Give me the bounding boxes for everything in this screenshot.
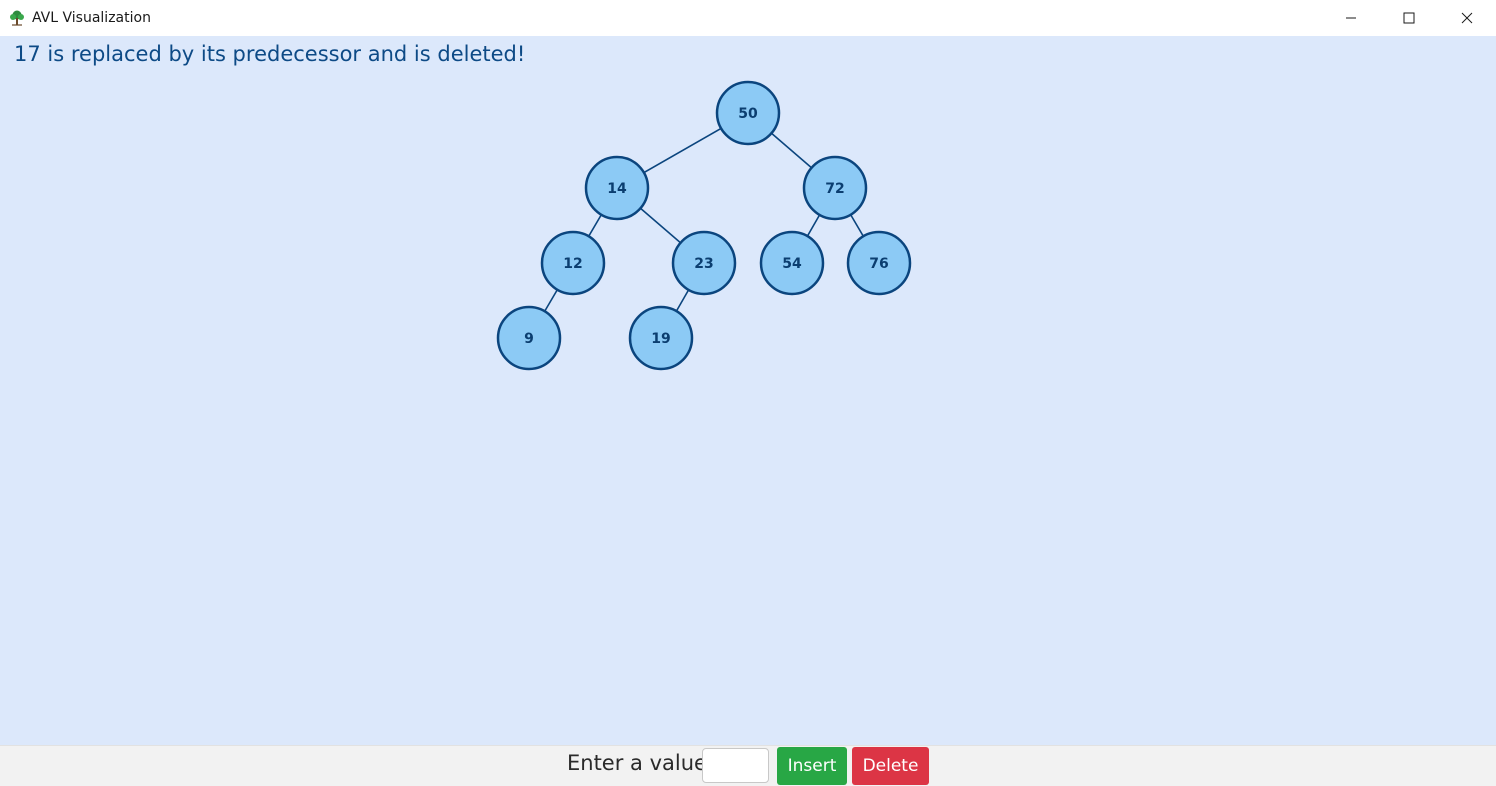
tree-node: 50	[715, 80, 781, 146]
tree-node: 76	[846, 230, 912, 296]
tree-node: 12	[540, 230, 606, 296]
tree-node-value: 54	[782, 256, 802, 272]
tree-node-circle	[584, 155, 650, 221]
tree-node-circle	[846, 230, 912, 296]
close-button[interactable]	[1438, 0, 1496, 36]
delete-button[interactable]: Delete	[852, 747, 929, 785]
insert-button[interactable]: Insert	[777, 747, 847, 785]
status-message: 17 is replaced by its predecessor and is…	[14, 42, 526, 66]
close-icon	[1461, 12, 1473, 24]
tree-node-value: 23	[694, 256, 713, 272]
tree-node: 9	[496, 305, 562, 371]
tree-node-value: 12	[563, 256, 582, 272]
tree-node: 23	[671, 230, 737, 296]
tree-node-circle	[759, 230, 825, 296]
tree-node-value: 19	[651, 331, 670, 347]
tree-node: 54	[759, 230, 825, 296]
tree-node-circle	[715, 80, 781, 146]
tree-node-value: 72	[825, 181, 844, 197]
tree-node: 19	[628, 305, 694, 371]
avl-tree: 50 14 72 12 23 54 76 9 19	[496, 80, 912, 371]
tree-node: 72	[802, 155, 868, 221]
tree-icon	[9, 10, 25, 26]
maximize-button[interactable]	[1380, 0, 1438, 36]
window-title: AVL Visualization	[32, 10, 151, 26]
tree-node-value: 9	[524, 331, 534, 347]
window-controls	[1322, 0, 1496, 36]
tree-node-circle	[496, 305, 562, 371]
tree-node-value: 76	[869, 256, 888, 272]
tree-node: 14	[584, 155, 650, 221]
tree-node-circle	[540, 230, 606, 296]
title-bar[interactable]: AVL Visualization	[0, 0, 1496, 36]
tree-canvas: 17 is replaced by its predecessor and is…	[0, 36, 1496, 745]
value-input[interactable]	[702, 748, 769, 783]
maximize-icon	[1403, 12, 1415, 24]
tree-node-value: 50	[738, 106, 758, 122]
value-label: Enter a value	[567, 751, 707, 775]
minimize-icon	[1346, 17, 1356, 19]
tree-node-circle	[628, 305, 694, 371]
tree-node-value: 14	[607, 181, 627, 197]
tree-node-circle	[671, 230, 737, 296]
minimize-button[interactable]	[1322, 0, 1380, 36]
control-bar: Enter a value Insert Delete	[0, 745, 1496, 786]
tree-node-circle	[802, 155, 868, 221]
